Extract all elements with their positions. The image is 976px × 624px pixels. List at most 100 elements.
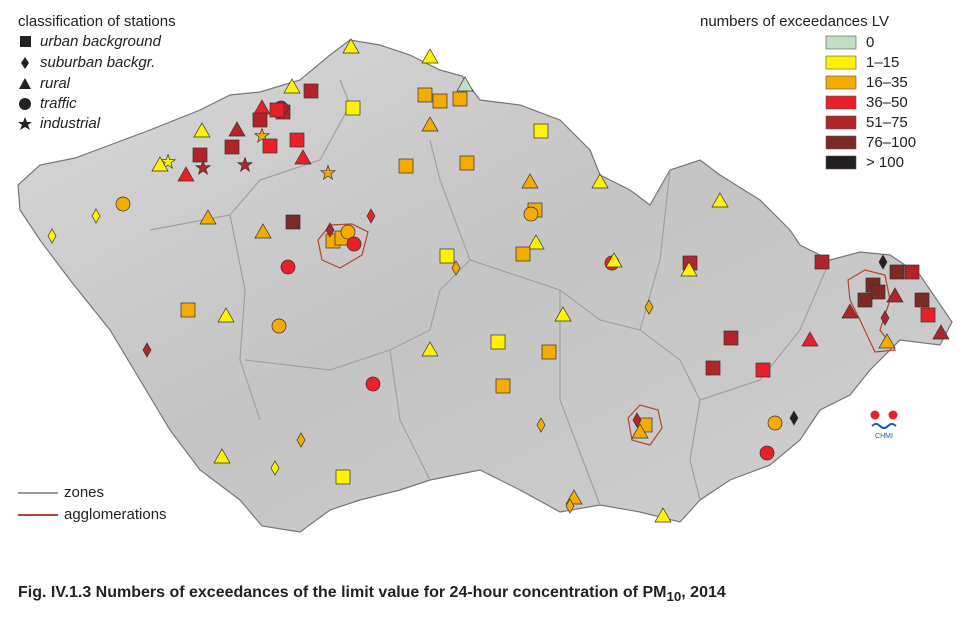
station	[523, 206, 539, 222]
station	[527, 234, 545, 250]
station	[236, 156, 254, 172]
station	[115, 196, 131, 212]
station	[91, 208, 101, 224]
legend-label: agglomerations	[64, 506, 167, 523]
exceedance-legend: 0 1–15 16–35 36–50 51–75 76–100 > 100	[825, 34, 916, 171]
line-legend: zones agglomerations	[18, 484, 167, 523]
station	[270, 460, 280, 476]
station	[417, 87, 433, 103]
station	[554, 306, 572, 322]
station	[801, 331, 819, 347]
legend-label: zones	[64, 484, 104, 501]
logo: CHMI	[870, 410, 898, 440]
station	[456, 76, 474, 92]
station	[680, 261, 698, 277]
logo-text: CHMI	[875, 433, 893, 440]
station	[870, 284, 886, 300]
legend-label: industrial	[40, 115, 101, 132]
legend-label: rural	[40, 75, 71, 92]
station	[194, 159, 212, 175]
station	[192, 147, 208, 163]
station	[878, 333, 896, 349]
station	[711, 192, 729, 208]
station	[644, 299, 654, 315]
station	[224, 139, 240, 155]
station	[280, 259, 296, 275]
station	[346, 236, 362, 252]
legend-swatch	[825, 155, 857, 170]
legend-label: 36–50	[866, 94, 908, 111]
station	[755, 362, 771, 378]
station	[904, 264, 920, 280]
station	[789, 410, 799, 426]
station	[254, 223, 272, 239]
station	[515, 246, 531, 262]
station	[365, 376, 381, 392]
legend-swatch	[825, 95, 857, 110]
station	[213, 448, 231, 464]
station	[705, 360, 721, 376]
station	[841, 303, 859, 319]
legend-label: 16–35	[866, 74, 908, 91]
legend-swatch	[825, 35, 857, 50]
country	[17, 39, 953, 533]
station	[632, 412, 642, 428]
stations	[47, 38, 950, 523]
station	[319, 164, 337, 180]
station	[217, 307, 235, 323]
caption: Fig. IV.1.3 Numbers of exceedances of th…	[18, 584, 726, 604]
legend-swatch	[825, 75, 857, 90]
station	[521, 173, 539, 189]
station	[193, 122, 211, 138]
legend-title: numbers of exceedances LV	[700, 13, 889, 30]
station	[199, 209, 217, 225]
station	[452, 91, 468, 107]
station	[920, 307, 936, 323]
legend-label: urban background	[40, 33, 162, 50]
station	[880, 310, 890, 326]
station	[180, 302, 196, 318]
station	[541, 344, 557, 360]
station	[253, 127, 271, 143]
station	[889, 264, 905, 280]
station	[294, 149, 312, 165]
legend-symbol	[19, 98, 31, 110]
station	[878, 254, 888, 270]
legend-label: 76–100	[866, 134, 916, 151]
station	[451, 260, 461, 276]
station	[439, 248, 455, 264]
station	[495, 378, 511, 394]
station	[536, 417, 546, 433]
station	[886, 287, 904, 303]
caption-suffix: , 2014	[681, 584, 726, 601]
station	[421, 116, 439, 132]
station	[335, 469, 351, 485]
station	[857, 292, 873, 308]
station	[591, 173, 609, 189]
station	[459, 155, 475, 171]
legend-label: 51–75	[866, 114, 908, 131]
station	[914, 292, 930, 308]
station	[345, 100, 361, 116]
station	[340, 224, 356, 240]
station	[47, 228, 57, 244]
station	[159, 153, 177, 169]
station	[228, 121, 246, 137]
station	[814, 254, 830, 270]
legend-title: classification of stations	[18, 13, 176, 30]
station	[285, 214, 301, 230]
station	[283, 78, 301, 94]
station	[605, 252, 623, 268]
map: classification of stations urban backgro…	[17, 13, 953, 533]
station	[252, 112, 268, 128]
legend-symbol	[19, 78, 31, 89]
station	[767, 415, 783, 431]
station	[723, 330, 739, 346]
station	[303, 83, 319, 99]
legend-swatch	[825, 135, 857, 150]
legend-label: > 100	[866, 154, 904, 171]
station	[177, 166, 195, 182]
station	[654, 507, 672, 523]
station	[342, 38, 360, 54]
